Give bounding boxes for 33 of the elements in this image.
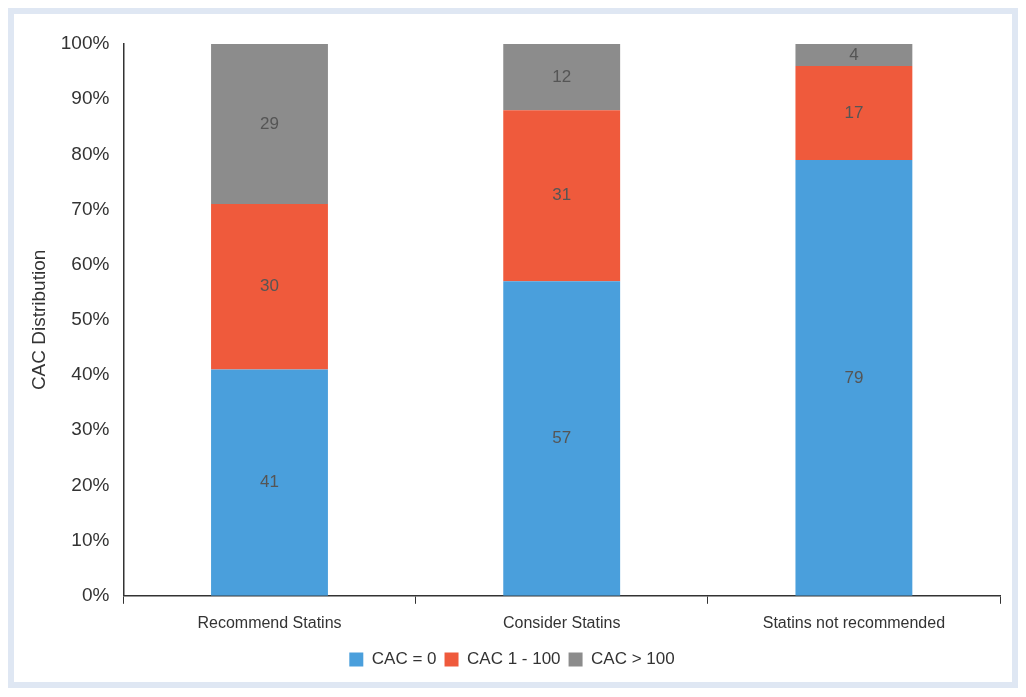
- legend-label: CAC 1 - 100: [467, 649, 561, 669]
- data-label: 31: [552, 185, 572, 205]
- x-tick-label: Recommend Statins: [197, 613, 342, 631]
- data-label: 41: [260, 472, 279, 492]
- bar: [503, 281, 621, 596]
- y-tick-label: 80%: [71, 142, 110, 164]
- y-tick-label: 30%: [71, 418, 110, 440]
- x-tick-label: Consider Statins: [503, 613, 621, 631]
- legend-label: CAC > 100: [591, 649, 675, 669]
- y-tick-label: 20%: [71, 473, 110, 495]
- bar: [211, 204, 328, 370]
- y-tick-label: 50%: [71, 308, 110, 330]
- bar: [211, 44, 328, 205]
- y-tick-label: 90%: [71, 87, 110, 109]
- bar: [795, 159, 913, 596]
- data-label: 79: [844, 367, 864, 387]
- y-axis-title: CAC Distribution: [27, 249, 49, 391]
- bar: [503, 110, 621, 282]
- y-tick-label: 100%: [60, 32, 110, 54]
- legend-label: CAC = 0: [371, 649, 437, 669]
- bar: [795, 44, 913, 67]
- y-tick-label: 70%: [71, 197, 110, 219]
- y-tick-label: 40%: [71, 363, 110, 385]
- y-tick-label: 0%: [81, 584, 110, 606]
- bar: [503, 44, 621, 111]
- y-tick-label: 10%: [71, 528, 110, 550]
- y-tick-label: 60%: [71, 252, 110, 274]
- data-label: 30: [260, 276, 279, 296]
- data-label: 57: [552, 428, 572, 448]
- bar: [795, 66, 913, 160]
- data-label: 17: [844, 102, 864, 122]
- bar: [211, 369, 328, 596]
- x-tick-label: Statins not recommended: [762, 613, 946, 631]
